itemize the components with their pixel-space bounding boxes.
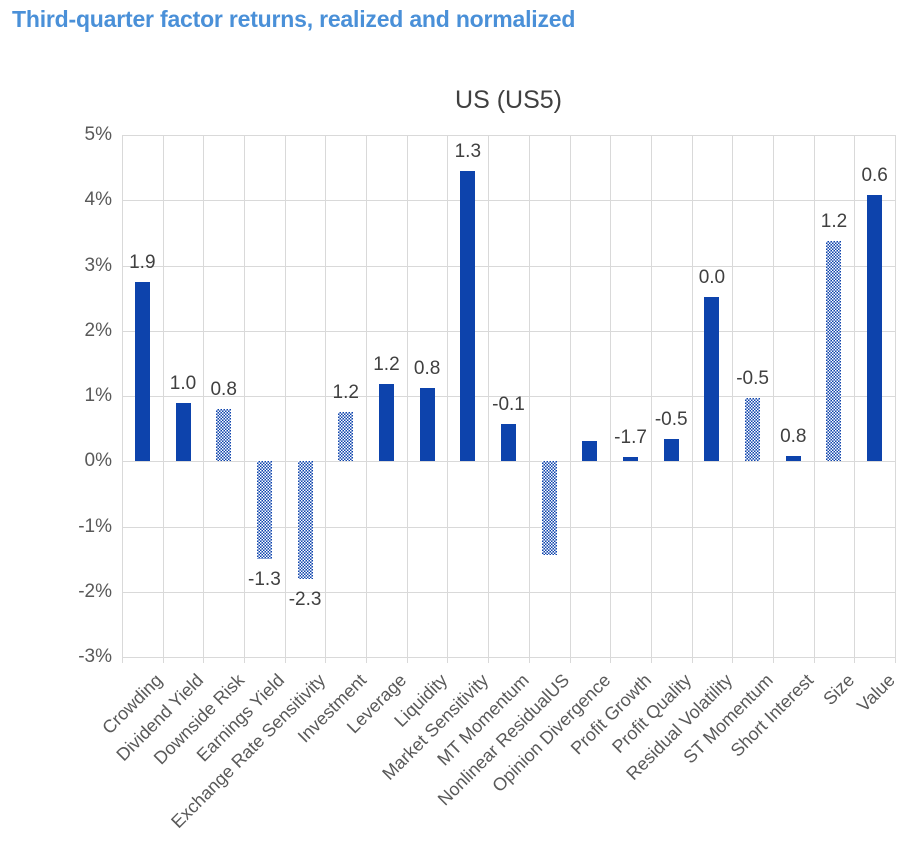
bar-leverage bbox=[378, 384, 394, 462]
x-axis-tick bbox=[447, 657, 449, 663]
y-axis-tick-label: 1% bbox=[84, 385, 112, 406]
bar-size bbox=[826, 241, 842, 462]
v-gridline bbox=[122, 135, 123, 657]
x-axis-tick bbox=[528, 657, 530, 663]
x-axis-tick bbox=[650, 657, 652, 663]
v-gridline bbox=[610, 135, 612, 657]
v-gridline bbox=[732, 135, 734, 657]
bar-value-label: -1.7 bbox=[614, 427, 647, 449]
h-gridline bbox=[122, 200, 895, 202]
x-axis-tick bbox=[691, 657, 693, 663]
bar-dividend-yield bbox=[175, 403, 191, 462]
v-gridline bbox=[366, 135, 368, 657]
y-axis-tick-label: 5% bbox=[84, 124, 112, 145]
bar-value-label: 0.0 bbox=[698, 266, 726, 288]
v-gridline bbox=[772, 135, 774, 657]
bar-value bbox=[867, 195, 883, 462]
h-gridline bbox=[122, 461, 895, 463]
x-axis-tick bbox=[610, 657, 612, 663]
h-gridline bbox=[122, 135, 895, 136]
v-gridline bbox=[406, 135, 408, 657]
x-axis-tick bbox=[284, 657, 286, 663]
bar-residual-volatility bbox=[704, 296, 720, 462]
bar-value-label: 1.9 bbox=[129, 251, 156, 273]
x-axis-tick bbox=[732, 657, 734, 663]
h-gridline bbox=[122, 591, 895, 593]
v-gridline bbox=[447, 135, 449, 657]
y-axis-tick-label: -3% bbox=[78, 646, 112, 667]
x-axis-tick bbox=[244, 657, 246, 663]
bar-value-label: -0.1 bbox=[492, 394, 525, 416]
bar-mt-momentum bbox=[501, 424, 516, 462]
x-axis-category-label: Size bbox=[819, 670, 859, 709]
x-axis-tick bbox=[488, 657, 490, 663]
x-axis-tick bbox=[122, 657, 123, 663]
v-gridline bbox=[650, 135, 652, 657]
bar-value-label: 0.8 bbox=[780, 426, 807, 448]
bar-value-label: 0.6 bbox=[861, 165, 888, 187]
x-axis-tick bbox=[854, 657, 856, 663]
x-axis-tick bbox=[895, 657, 896, 663]
x-axis-tick bbox=[569, 657, 571, 663]
v-gridline bbox=[691, 135, 693, 657]
bar-short-interest bbox=[785, 456, 801, 462]
y-axis-tick-label: 4% bbox=[84, 189, 112, 211]
h-gridline bbox=[122, 265, 895, 267]
h-gridline bbox=[122, 657, 895, 658]
bar-profit-quality bbox=[663, 439, 679, 462]
v-gridline bbox=[813, 135, 815, 657]
v-gridline bbox=[162, 135, 164, 657]
v-gridline bbox=[895, 135, 896, 657]
bar-exchange-rate-sensitivity bbox=[297, 461, 313, 579]
v-gridline bbox=[854, 135, 856, 657]
y-axis-tick-label: -2% bbox=[78, 580, 112, 602]
bar-st-momentum bbox=[745, 397, 761, 462]
bar-value-label: -2.3 bbox=[288, 588, 322, 610]
y-axis-tick-label: -1% bbox=[78, 515, 112, 537]
bar-earnings-yield bbox=[256, 461, 272, 560]
bar-value-label: -1.3 bbox=[248, 569, 281, 591]
page-title: Third-quarter factor returns, realized a… bbox=[12, 6, 576, 32]
h-gridline bbox=[122, 330, 895, 332]
bar-crowding bbox=[134, 281, 150, 462]
bar-downside-risk bbox=[216, 409, 232, 462]
bar-value-label: -0.5 bbox=[736, 367, 769, 389]
bar-market-sensitivity bbox=[460, 170, 476, 462]
bar-value-label: 1.2 bbox=[332, 382, 359, 404]
bar-value-label: 1.0 bbox=[169, 373, 197, 395]
x-axis-tick bbox=[325, 657, 327, 663]
v-gridline bbox=[569, 135, 571, 657]
bar-value-label: 0.8 bbox=[210, 379, 237, 401]
bar-value-label: 1.2 bbox=[373, 354, 400, 376]
x-axis-tick bbox=[162, 657, 164, 663]
h-gridline bbox=[122, 526, 895, 528]
y-axis-tick-label: 2% bbox=[84, 319, 112, 341]
x-axis-tick bbox=[406, 657, 408, 663]
v-gridline bbox=[325, 135, 327, 657]
x-axis-tick bbox=[366, 657, 368, 663]
bar-liquidity bbox=[419, 388, 435, 462]
bar-value-label: 1.2 bbox=[820, 211, 848, 233]
bar-nonlinear-residualus bbox=[541, 461, 557, 555]
bar-value-label: 1.3 bbox=[454, 140, 482, 162]
bar-investment bbox=[338, 412, 354, 462]
bar-value-label: -0.5 bbox=[654, 409, 688, 431]
x-axis-tick bbox=[813, 657, 815, 663]
chart-title: US (US5) bbox=[455, 86, 562, 114]
v-gridline bbox=[244, 135, 246, 657]
y-axis-tick-label: 3% bbox=[84, 254, 112, 276]
v-gridline bbox=[284, 135, 286, 657]
bar-value-label: 0.8 bbox=[413, 358, 441, 380]
v-gridline bbox=[203, 135, 205, 657]
bar-profit-growth bbox=[623, 457, 639, 462]
x-axis-tick bbox=[203, 657, 205, 663]
v-gridline bbox=[528, 135, 530, 657]
h-gridline bbox=[122, 396, 895, 397]
y-axis-tick-label: 0% bbox=[84, 450, 112, 472]
x-axis-category-label: Value bbox=[853, 670, 899, 716]
x-axis-tick bbox=[772, 657, 774, 663]
bar-opinion-divergence bbox=[582, 441, 598, 462]
v-gridline bbox=[488, 135, 490, 657]
